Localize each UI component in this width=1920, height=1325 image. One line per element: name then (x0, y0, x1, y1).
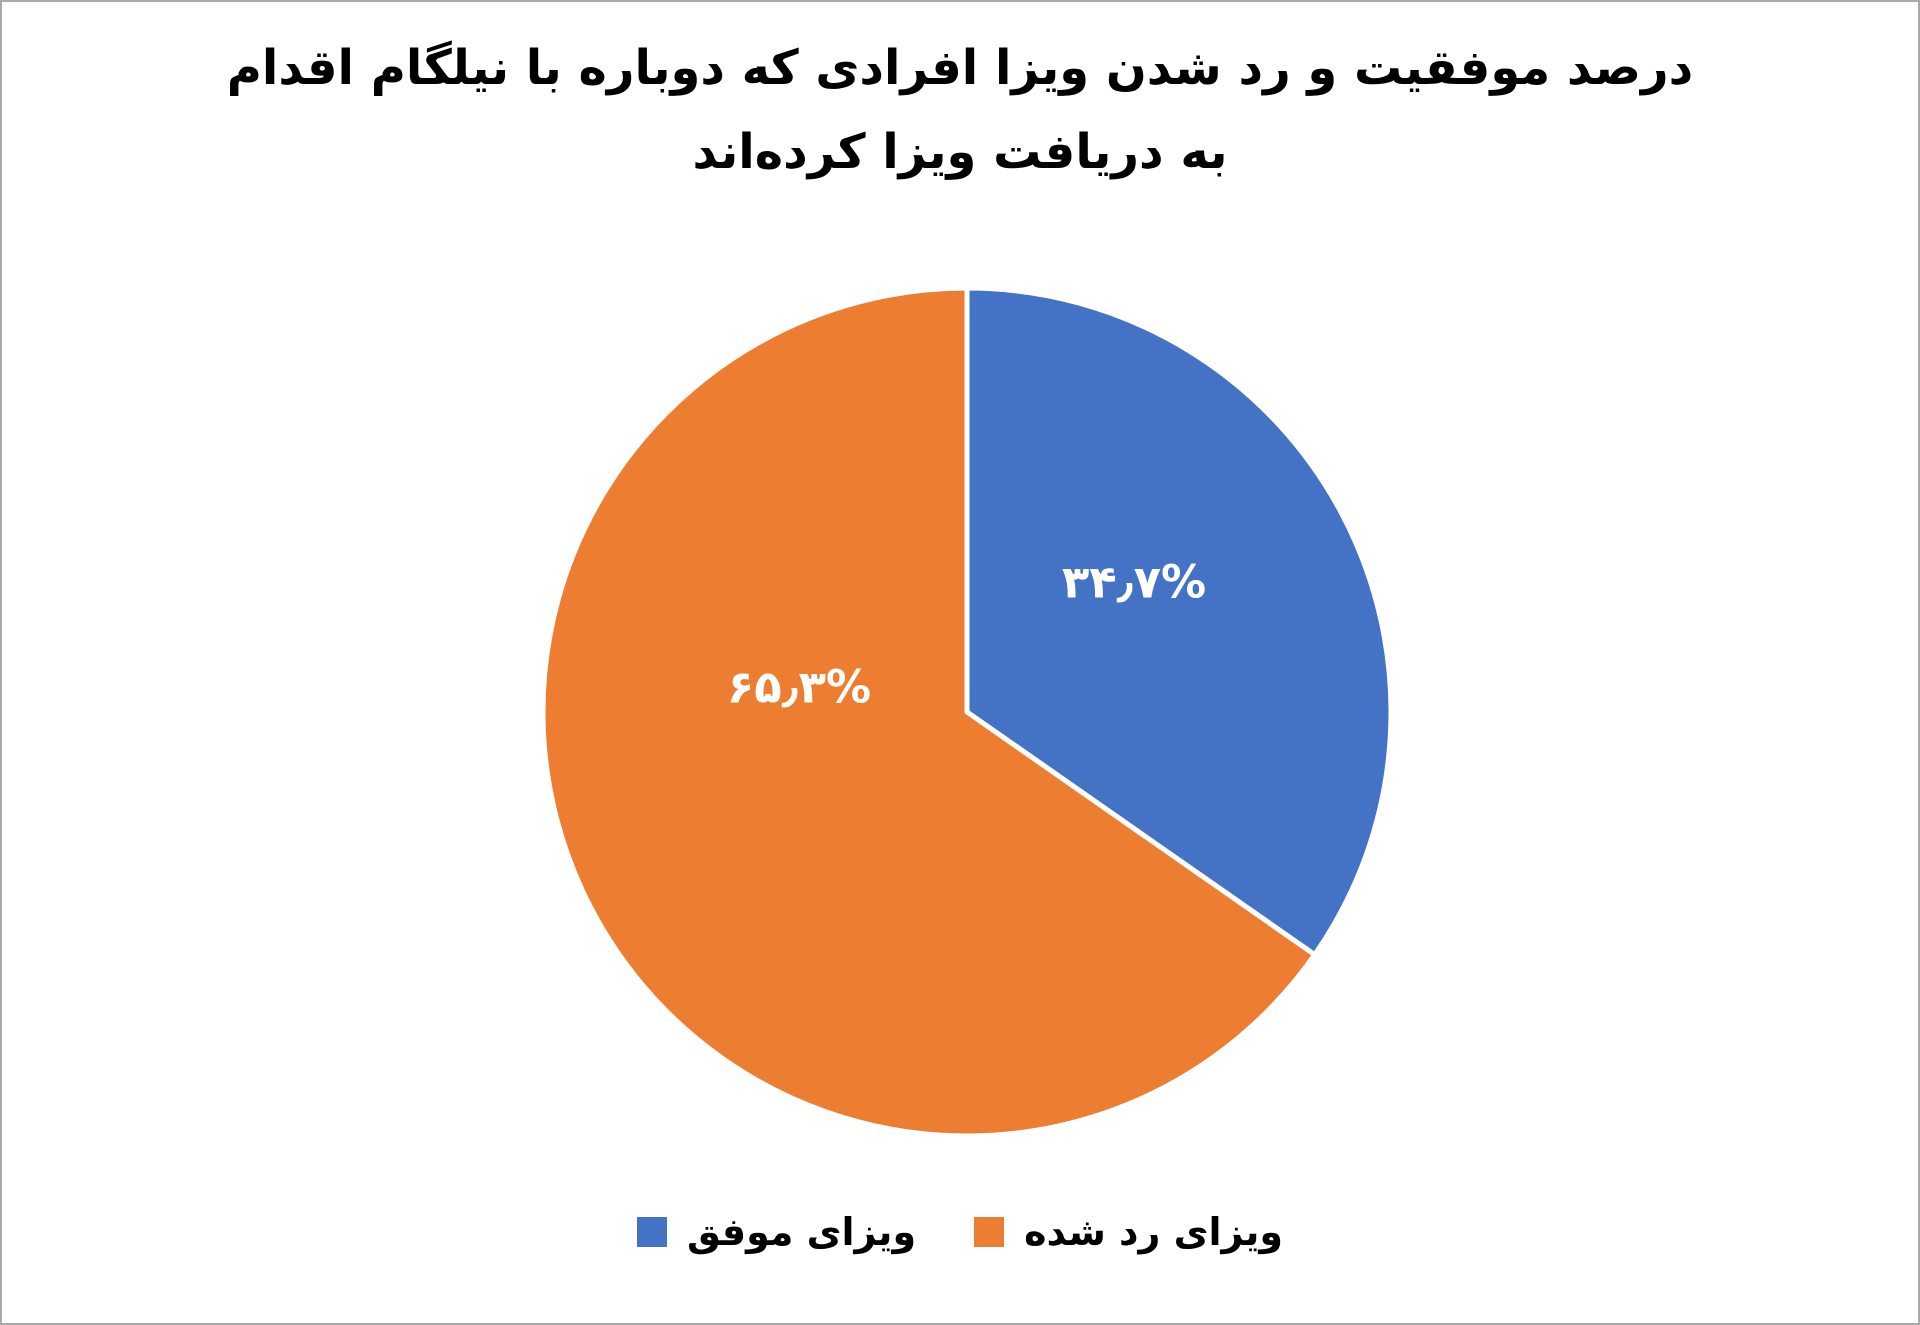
legend-marker-rejected-icon (974, 1217, 1005, 1247)
legend-marker-successful-icon (636, 1217, 667, 1247)
legend-label-rejected-visa: ویزای رد شده (1024, 1210, 1284, 1254)
legend-item-successful-visa: ویزای موفق (636, 1210, 917, 1254)
pie-slice-successful-visa (964, 285, 1394, 958)
data-label-rejected-visa: ۶۵٫۳% (726, 660, 872, 714)
chart-title-line1: درصد موفقیت و رد شدن ویزا افرادی که دوبا… (226, 40, 1694, 96)
chart-title-line2: به دریافت ویزا کرده‌اند (692, 124, 1228, 180)
data-label-successful-visa: ۳۴٫۷% (1061, 555, 1207, 609)
legend: ویزای رد شده ویزای موفق (2, 1210, 1918, 1254)
chart-title: درصد موفقیت و رد شدن ویزا افرادی که دوبا… (2, 26, 1918, 194)
legend-label-successful-visa: ویزای موفق (686, 1210, 917, 1254)
pie-chart (540, 285, 1394, 1139)
pie-slice-rejected-visa (540, 285, 1318, 1139)
legend-item-rejected-visa: ویزای رد شده (974, 1210, 1283, 1254)
